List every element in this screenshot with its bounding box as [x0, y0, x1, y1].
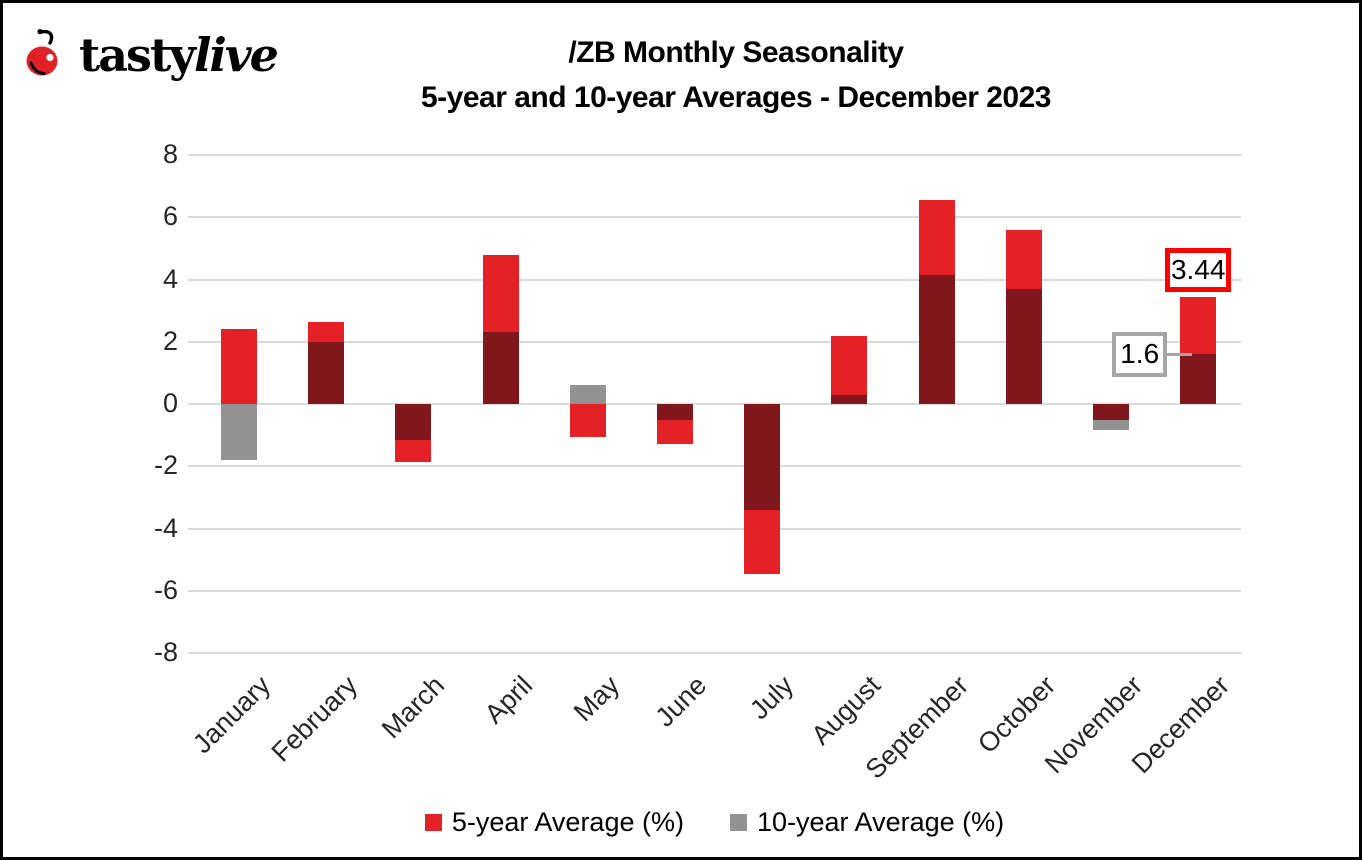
gridline-y--6: [188, 589, 1241, 592]
gridline-y--4: [188, 527, 1241, 530]
bar-march-overlap: [395, 404, 432, 440]
bar-february-5yr: [308, 321, 345, 342]
y-tick-label--4: -4: [153, 512, 178, 543]
y-tick-label--6: -6: [153, 574, 178, 605]
plot-area: [188, 154, 1241, 654]
annotation-connector: [1164, 353, 1193, 357]
bar-december-5yr: [1180, 296, 1217, 355]
annotation-1-6: 1.6: [1112, 331, 1168, 377]
brand-tasty: tasty: [79, 28, 196, 82]
bar-may-10yr: [569, 385, 606, 404]
bar-september-5yr: [918, 200, 955, 275]
annotation-3-44: 3.44: [1165, 247, 1232, 292]
bar-october-5yr: [1005, 229, 1042, 289]
bar-december-overlap: [1180, 354, 1217, 404]
chart-subtitle: 5-year and 10-year Averages - December 2…: [420, 81, 1052, 114]
legend: 5-year Average (%) 10-year Average (%): [188, 807, 1241, 838]
gridline-y--2: [188, 465, 1241, 468]
y-tick-label-2: 2: [162, 325, 178, 356]
bar-november-overlap: [1093, 404, 1129, 420]
bar-january-5yr: [221, 329, 257, 404]
bar-january-10yr: [221, 404, 257, 461]
gridline-y-6: [188, 216, 1241, 219]
bar-november-10yr: [1093, 419, 1129, 431]
bar-may-5yr: [569, 404, 606, 437]
bar-july-5yr: [744, 509, 781, 574]
y-tick-label-6: 6: [162, 201, 178, 232]
brand-live: live: [193, 28, 279, 82]
brand-wordmark: tastylive: [79, 32, 279, 78]
bar-august-5yr: [831, 335, 868, 395]
bar-august-overlap: [831, 394, 868, 404]
tastylive-logo: tastylive: [25, 27, 279, 83]
y-tick-label--8: -8: [153, 637, 178, 667]
gridline-y-8: [188, 154, 1241, 156]
chart-title: /ZB Monthly Seasonality: [568, 36, 904, 69]
bar-june-5yr: [657, 419, 693, 445]
gridline-y-4: [188, 278, 1241, 281]
y-tick-label-4: 4: [162, 263, 178, 294]
bar-april-5yr: [482, 254, 519, 333]
y-tick-label-8: 8: [162, 139, 178, 169]
bar-june-overlap: [657, 404, 693, 420]
bar-september-overlap: [918, 274, 955, 404]
legend-swatch: [729, 814, 747, 831]
y-tick-label--2: -2: [153, 450, 178, 481]
legend-swatch: [424, 814, 442, 831]
legend-label: 5-year Average (%): [451, 807, 684, 837]
gridline-y-0: [188, 403, 1241, 405]
y-tick-label-0: 0: [162, 388, 178, 418]
chart-titles: /ZB Monthly Seasonality 5-year and 10-ye…: [113, 30, 1359, 120]
bar-october-overlap: [1005, 288, 1042, 404]
bar-july-overlap: [744, 404, 781, 510]
gridline-y--8: [188, 652, 1241, 654]
legend-label: 10-year Average (%): [756, 807, 1005, 837]
legend-item-5yr: 5-year Average (%): [424, 807, 684, 838]
bar-march-5yr: [395, 439, 432, 462]
legend-item-10yr: 10-year Average (%): [729, 807, 1005, 838]
bar-april-overlap: [482, 332, 519, 404]
bar-february-overlap: [308, 341, 345, 404]
gridline-y-2: [188, 340, 1241, 343]
cherry-icon: [26, 29, 58, 76]
